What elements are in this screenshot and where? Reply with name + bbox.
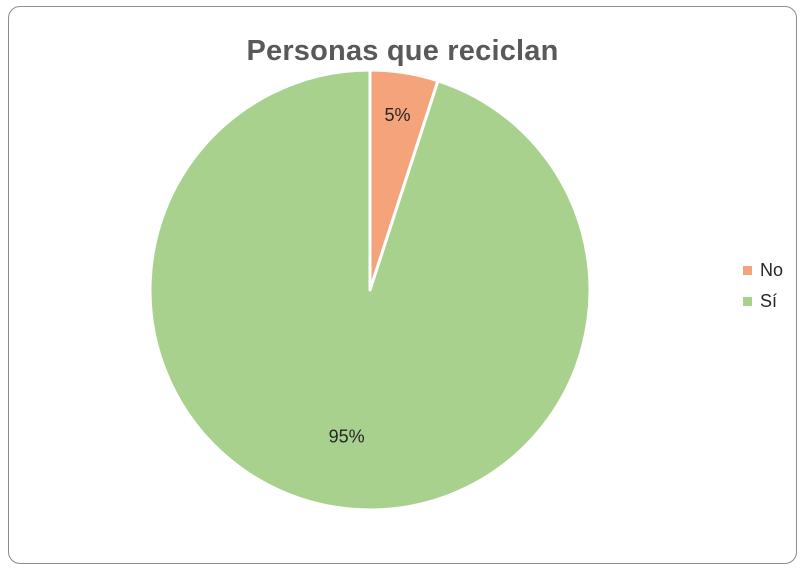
pie-slice-ssi — [148, 68, 592, 512]
pie-slices — [148, 68, 592, 512]
pie-data-labels: 5% 95% — [329, 105, 411, 447]
legend-swatch-no — [743, 265, 752, 275]
data-label-si: 95% — [329, 427, 365, 447]
legend-label-si: Sí — [760, 290, 778, 311]
legend-item-no: No — [743, 256, 783, 284]
legend-item-si: Sí — [743, 287, 783, 315]
chart-legend: No Sí — [743, 256, 783, 318]
data-label-no: 5% — [385, 105, 411, 125]
legend-label-no: No — [760, 259, 784, 280]
chart-title: Personas que reciclan — [246, 35, 559, 67]
legend-swatch-si — [743, 296, 752, 306]
